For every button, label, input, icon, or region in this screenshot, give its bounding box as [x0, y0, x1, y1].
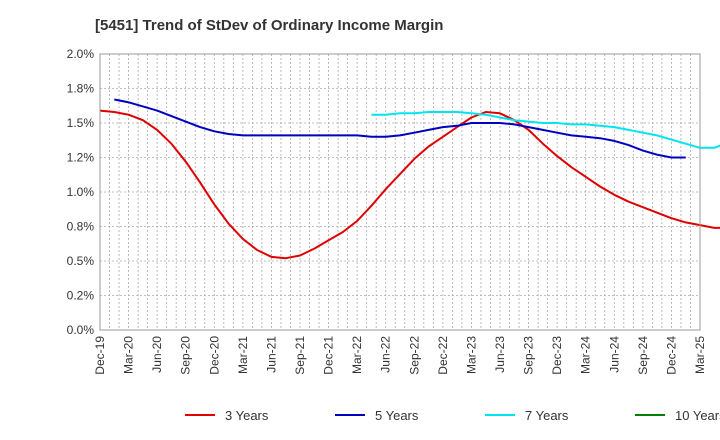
- y-tick-label: 0.8%: [67, 220, 95, 234]
- chart-title: [5451] Trend of StDev of Ordinary Income…: [95, 17, 443, 34]
- x-tick-label: Dec-23: [550, 336, 564, 375]
- x-tick-label: Mar-22: [350, 336, 364, 374]
- x-tick-label: Sep-22: [407, 336, 421, 375]
- grid: [99, 53, 701, 331]
- y-tick-label: 2.0%: [67, 47, 95, 61]
- y-tick-label: 1.2%: [67, 151, 95, 165]
- legend: 3 Years 5 Years 7 Years 10 Years: [185, 408, 720, 423]
- x-tick-label: Jun-20: [150, 336, 164, 373]
- x-tick-label: Dec-20: [207, 336, 221, 375]
- x-tick-label: Mar-24: [579, 336, 593, 374]
- x-tick-label: Dec-22: [436, 336, 450, 375]
- x-tick-label: Mar-21: [236, 336, 250, 374]
- x-tick-label: Dec-24: [664, 336, 678, 375]
- x-tick-label: Sep-21: [293, 336, 307, 375]
- y-tick-label: 1.8%: [67, 82, 95, 96]
- x-tick-label: Mar-23: [464, 336, 478, 374]
- y-tick-label: 1.5%: [67, 116, 95, 130]
- legend-label: 7 Years: [525, 408, 569, 423]
- x-tick-label: Mar-25: [693, 336, 707, 374]
- x-axis: Dec-19 Mar-20 Jun-20 Sep-20 Dec-20 Mar-21 Jun-…: [93, 336, 707, 375]
- legend-label: 5 Years: [375, 408, 419, 423]
- x-tick-label: Dec-21: [322, 336, 336, 375]
- series-line-5-years: [114, 98, 686, 159]
- x-tick-label: Dec-19: [93, 336, 107, 375]
- legend-label: 3 Years: [225, 408, 269, 423]
- series-lines: [99, 98, 720, 260]
- y-tick-label: 0.0%: [67, 323, 95, 337]
- x-tick-label: Sep-23: [522, 336, 536, 375]
- legend-label: 10 Years: [675, 408, 720, 423]
- y-tick-label: 1.0%: [67, 185, 95, 199]
- x-tick-label: Jun-24: [607, 336, 621, 373]
- x-tick-label: Sep-24: [636, 336, 650, 375]
- y-tick-label: 0.5%: [67, 254, 95, 268]
- series-line-7-years: [371, 111, 720, 149]
- y-tick-label: 0.2%: [67, 289, 95, 303]
- series-line-3-years: [99, 109, 720, 260]
- x-tick-label: Jun-21: [264, 336, 278, 373]
- x-tick-label: Jun-23: [493, 336, 507, 373]
- x-tick-label: Sep-20: [179, 336, 193, 375]
- x-tick-label: Mar-20: [122, 336, 136, 374]
- y-axis: 0.0% 0.2% 0.5% 0.8% 1.0% 1.2% 1.5% 1.8% 2.0%: [67, 47, 95, 337]
- x-tick-label: Jun-22: [379, 336, 393, 373]
- plot-frame: [99, 53, 701, 331]
